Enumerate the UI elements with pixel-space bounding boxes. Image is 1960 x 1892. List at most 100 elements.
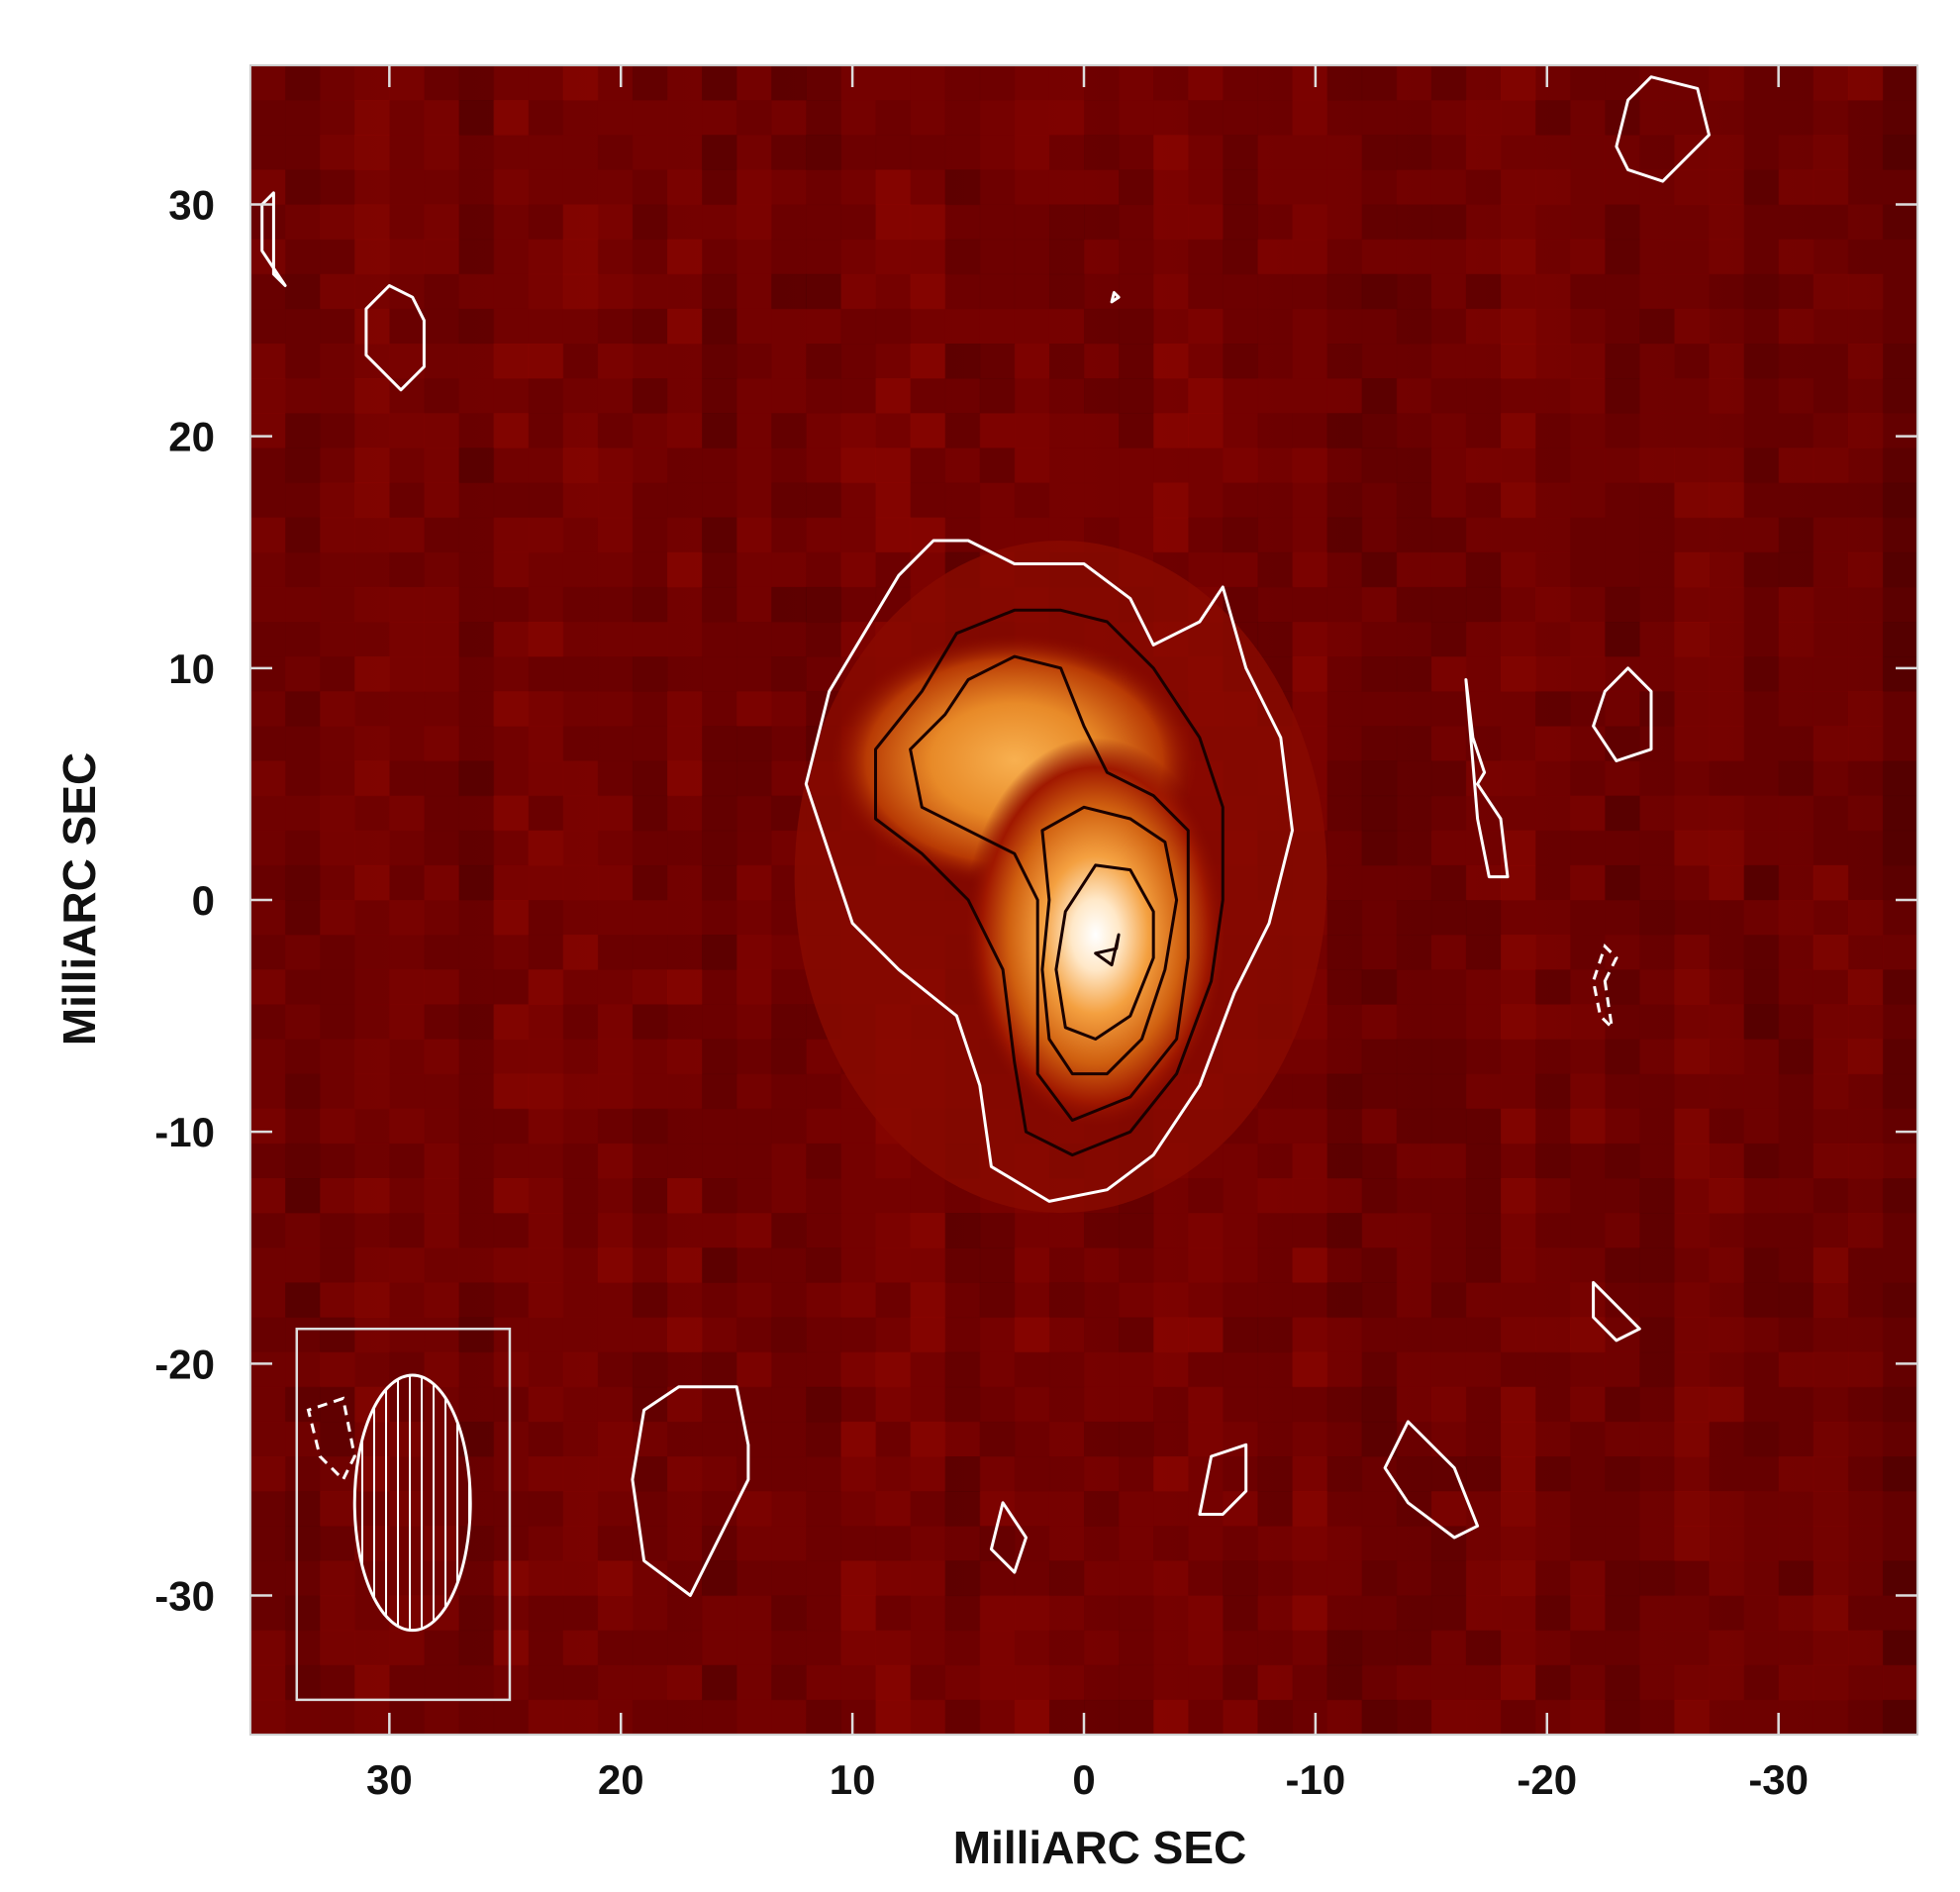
- noise-pixel: [1570, 308, 1606, 345]
- noise-pixel: [1570, 204, 1606, 241]
- noise-pixel: [1778, 482, 1814, 519]
- noise-pixel: [1257, 517, 1294, 553]
- noise-pixel: [1570, 935, 1606, 970]
- noise-pixel: [1847, 1560, 1884, 1597]
- noise-pixel: [1639, 239, 1676, 275]
- noise-pixel: [1813, 169, 1849, 206]
- noise-pixel: [1326, 1213, 1363, 1248]
- noise-pixel: [1501, 517, 1536, 553]
- noise-pixel: [493, 1560, 530, 1597]
- noise-pixel: [458, 551, 495, 588]
- noise-pixel: [1223, 448, 1259, 484]
- noise-pixel: [1048, 1317, 1085, 1353]
- noise-pixel: [1188, 413, 1224, 448]
- noise-pixel: [1465, 1178, 1502, 1214]
- noise-pixel: [1847, 795, 1884, 832]
- noise-pixel: [1570, 1664, 1606, 1701]
- noise-pixel: [1501, 1456, 1536, 1492]
- noise-pixel: [1709, 1317, 1745, 1353]
- noise-pixel: [1396, 135, 1432, 170]
- noise-pixel: [1639, 1282, 1676, 1319]
- noise-pixel: [632, 726, 668, 762]
- noise-pixel: [1570, 135, 1606, 170]
- noise-pixel: [528, 204, 564, 241]
- noise-pixel: [562, 204, 599, 241]
- noise-pixel: [1674, 1421, 1711, 1457]
- noise-pixel: [1847, 900, 1884, 936]
- noise-pixel: [702, 1317, 737, 1353]
- noise-pixel: [250, 935, 286, 970]
- noise-pixel: [320, 378, 355, 414]
- noise-pixel: [1430, 586, 1467, 623]
- noise-pixel: [1014, 239, 1050, 275]
- noise-pixel: [702, 1004, 737, 1041]
- noise-pixel: [1430, 969, 1467, 1005]
- noise-pixel: [771, 204, 807, 241]
- noise-pixel: [1223, 1317, 1259, 1353]
- noise-pixel: [1188, 308, 1224, 345]
- noise-pixel: [736, 1421, 772, 1457]
- noise-pixel: [1674, 900, 1711, 936]
- noise-pixel: [1535, 726, 1571, 762]
- noise-pixel: [493, 691, 530, 727]
- noise-pixel: [1326, 378, 1363, 414]
- noise-pixel: [528, 1073, 564, 1110]
- noise-pixel: [1119, 169, 1154, 206]
- noise-pixel: [1778, 448, 1814, 484]
- noise-pixel: [1847, 1039, 1884, 1075]
- noise-pixel: [320, 622, 355, 657]
- noise-pixel: [1501, 551, 1536, 588]
- noise-pixel: [1709, 1004, 1745, 1041]
- noise-pixel: [1605, 586, 1640, 623]
- noise-pixel: [806, 1699, 842, 1735]
- noise-pixel: [1813, 551, 1849, 588]
- noise-pixel: [667, 1351, 703, 1388]
- noise-pixel: [562, 1143, 599, 1179]
- noise-pixel: [702, 1630, 737, 1666]
- noise-pixel: [1778, 864, 1814, 901]
- noise-pixel: [493, 969, 530, 1005]
- noise-pixel: [493, 344, 530, 379]
- noise-pixel: [632, 656, 668, 692]
- noise-pixel: [944, 448, 981, 484]
- noise-pixel: [1430, 691, 1467, 727]
- noise-pixel: [1292, 1526, 1328, 1561]
- noise-pixel: [562, 1317, 599, 1353]
- noise-pixel: [285, 864, 321, 901]
- noise-pixel: [528, 169, 564, 206]
- noise-pixel: [250, 517, 286, 553]
- noise-pixel: [1743, 1108, 1780, 1145]
- noise-pixel: [1465, 1456, 1502, 1492]
- noise-pixel: [1743, 1664, 1780, 1701]
- noise-pixel: [1639, 378, 1676, 414]
- noise-pixel: [1430, 656, 1467, 692]
- noise-pixel: [562, 726, 599, 762]
- noise-pixel: [667, 1178, 703, 1214]
- noise-pixel: [1674, 308, 1711, 345]
- noise-pixel: [1709, 969, 1745, 1005]
- y-tick-label: -10: [154, 1109, 215, 1155]
- noise-pixel: [1257, 100, 1294, 136]
- noise-pixel: [1153, 1560, 1189, 1597]
- noise-pixel: [1778, 273, 1814, 310]
- noise-pixel: [1882, 864, 1917, 901]
- noise-pixel: [1709, 1073, 1745, 1110]
- noise-pixel: [1292, 1595, 1328, 1632]
- noise-pixel: [1743, 1386, 1780, 1423]
- noise-pixel: [354, 135, 390, 170]
- noise-pixel: [944, 1664, 981, 1701]
- noise-pixel: [389, 586, 426, 623]
- noise-pixel: [1674, 1386, 1711, 1423]
- noise-pixel: [1048, 1560, 1085, 1597]
- noise-pixel: [1326, 1039, 1363, 1075]
- noise-pixel: [458, 1004, 495, 1041]
- source-emission: [794, 541, 1327, 1214]
- noise-pixel: [1847, 344, 1884, 379]
- noise-pixel: [1639, 204, 1676, 241]
- noise-pixel: [1084, 1351, 1120, 1388]
- noise-pixel: [1709, 1247, 1745, 1283]
- noise-pixel: [1639, 308, 1676, 345]
- noise-pixel: [1882, 1282, 1917, 1319]
- noise-pixel: [1882, 1247, 1917, 1283]
- noise-pixel: [1709, 1351, 1745, 1388]
